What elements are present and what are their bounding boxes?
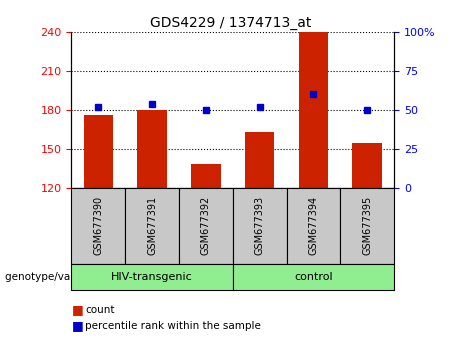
Bar — [245, 132, 274, 188]
Text: genotype/variation  ▶: genotype/variation ▶ — [5, 272, 118, 282]
Bar — [299, 32, 328, 188]
Bar — [353, 143, 382, 188]
Text: control: control — [294, 272, 333, 282]
Text: HIV-transgenic: HIV-transgenic — [111, 272, 193, 282]
Text: GSM677391: GSM677391 — [147, 196, 157, 255]
Bar — [137, 110, 167, 188]
Text: GDS4229 / 1374713_at: GDS4229 / 1374713_at — [150, 16, 311, 30]
Text: count: count — [85, 305, 115, 315]
Text: GSM677393: GSM677393 — [254, 196, 265, 255]
Text: GSM677390: GSM677390 — [93, 196, 103, 255]
Text: percentile rank within the sample: percentile rank within the sample — [85, 321, 261, 331]
Text: ■: ■ — [71, 319, 83, 332]
Text: GSM677392: GSM677392 — [201, 196, 211, 255]
Text: ■: ■ — [71, 303, 83, 316]
Bar — [191, 164, 221, 188]
Text: GSM677395: GSM677395 — [362, 196, 372, 255]
Bar — [83, 115, 113, 188]
Text: GSM677394: GSM677394 — [308, 196, 319, 255]
